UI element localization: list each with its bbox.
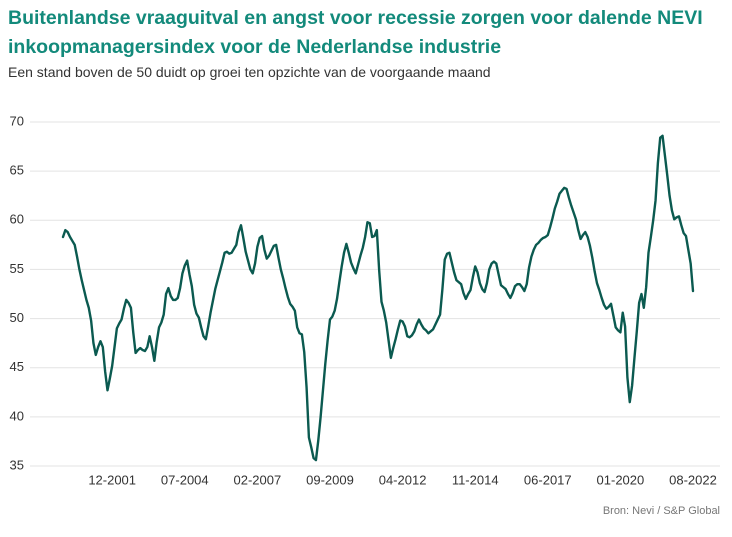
y-tick-label: 70 [10, 113, 24, 128]
source-note: Bron: Nevi / S&P Global [602, 505, 720, 517]
y-tick-label: 35 [10, 457, 24, 472]
y-tick-label: 40 [10, 408, 24, 423]
data-line [61, 134, 695, 462]
x-tick-label: 11-2014 [452, 472, 499, 487]
y-tick-label: 65 [10, 163, 24, 178]
chart-title: Buitenlandse vraaguitval en angst voor r… [8, 7, 703, 58]
y-tick-label: 45 [10, 359, 24, 374]
x-tick-label: 04-2012 [379, 472, 427, 487]
x-tick-label: 09-2009 [306, 472, 354, 487]
x-tick-label: 06-2017 [524, 472, 572, 487]
y-tick-label: 55 [10, 261, 24, 276]
chart-subtitle: Een stand boven de 50 duidt op groei ten… [8, 64, 491, 80]
x-tick-label: 08-2022 [669, 472, 717, 487]
x-tick-label: 01-2020 [597, 472, 645, 487]
x-tick-label: 07-2004 [161, 472, 209, 487]
x-tick-label: 02-2007 [234, 472, 282, 487]
y-tick-label: 60 [10, 212, 24, 227]
y-tick-label: 50 [10, 310, 24, 325]
x-tick-label: 12-2001 [88, 472, 136, 487]
